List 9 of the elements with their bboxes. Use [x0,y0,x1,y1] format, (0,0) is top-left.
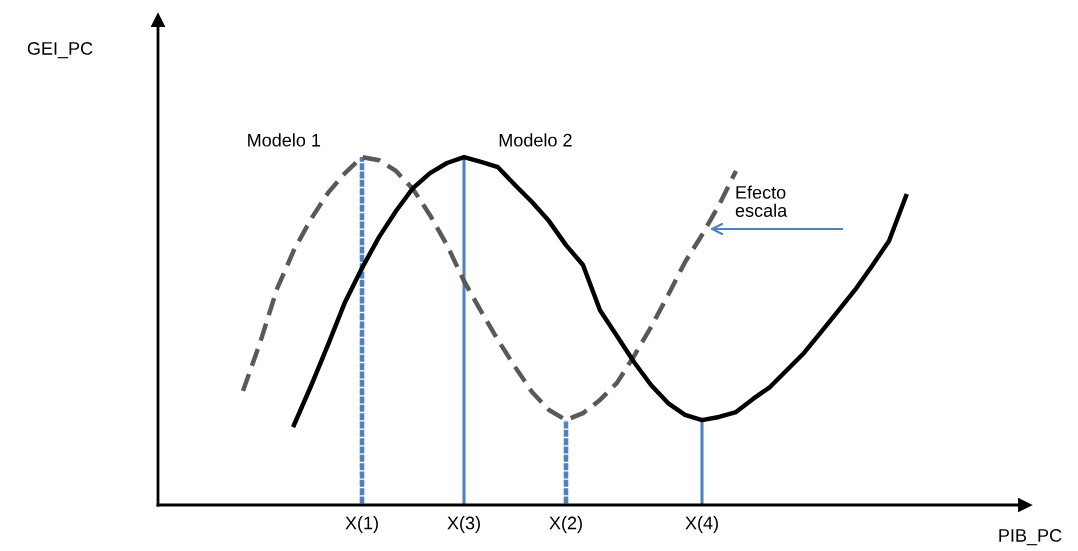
text: GEI_PC [27,42,93,59]
x-tick-label: X(1) [345,516,378,533]
x-tick-label: X(2) [549,516,582,533]
x-axis-title: PIB_PC [999,529,1062,546]
x-tick-label: X(3) [447,516,480,533]
series-label: Modelo 2 [499,133,572,147]
text: Modelo 1 [248,133,321,147]
x-tick-label: X(4) [685,516,718,533]
annotation: Efecto escala [735,185,788,217]
